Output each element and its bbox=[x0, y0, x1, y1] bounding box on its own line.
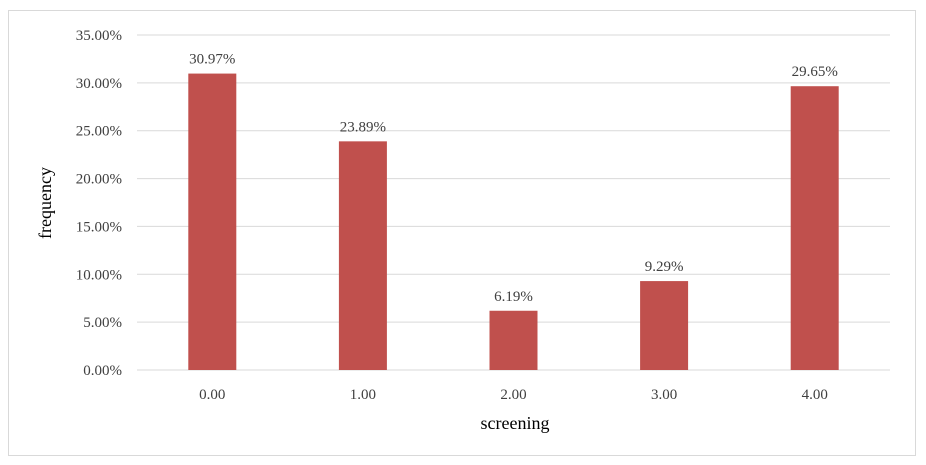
x-tick-label: 1.00 bbox=[350, 387, 376, 403]
bars bbox=[188, 73, 839, 370]
data-label: 23.89% bbox=[340, 119, 386, 135]
y-tick-label: 0.00% bbox=[83, 363, 122, 379]
x-tick-label: 3.00 bbox=[651, 387, 677, 403]
x-tick-label: 0.00 bbox=[199, 387, 225, 403]
y-axis-ticks: 0.00% 5.00% 10.00% 15.00% 20.00% 25.00% 30.00%… bbox=[76, 28, 122, 379]
y-tick-label: 15.00% bbox=[76, 219, 122, 235]
gridlines bbox=[137, 34, 890, 371]
y-axis-title: frequency bbox=[35, 167, 55, 239]
bar-2.00 bbox=[489, 310, 538, 370]
data-labels: 30.97% 23.89% 6.19% 9.29% 29.65% bbox=[189, 52, 838, 305]
y-tick-label: 20.00% bbox=[76, 172, 122, 188]
x-tick-label: 2.00 bbox=[500, 387, 526, 403]
data-label: 6.19% bbox=[494, 289, 533, 305]
bar-1.00 bbox=[338, 141, 387, 370]
x-axis-title: screening bbox=[481, 413, 550, 433]
y-tick-label: 25.00% bbox=[76, 124, 122, 140]
chart-frame bbox=[8, 10, 916, 456]
x-tick-label: 4.00 bbox=[802, 387, 828, 403]
bar-4.00 bbox=[790, 86, 839, 370]
data-label: 30.97% bbox=[189, 52, 235, 68]
x-axis-ticks: 0.00 1.00 2.00 3.00 4.00 bbox=[199, 387, 828, 403]
y-tick-label: 30.00% bbox=[76, 76, 122, 92]
bar-3.00 bbox=[640, 281, 689, 370]
bar-0.00 bbox=[188, 73, 237, 370]
data-label: 9.29% bbox=[645, 259, 684, 275]
y-tick-label: 10.00% bbox=[76, 267, 122, 283]
data-label: 29.65% bbox=[792, 64, 838, 80]
y-tick-label: 5.00% bbox=[83, 315, 122, 331]
y-tick-label: 35.00% bbox=[76, 28, 122, 44]
